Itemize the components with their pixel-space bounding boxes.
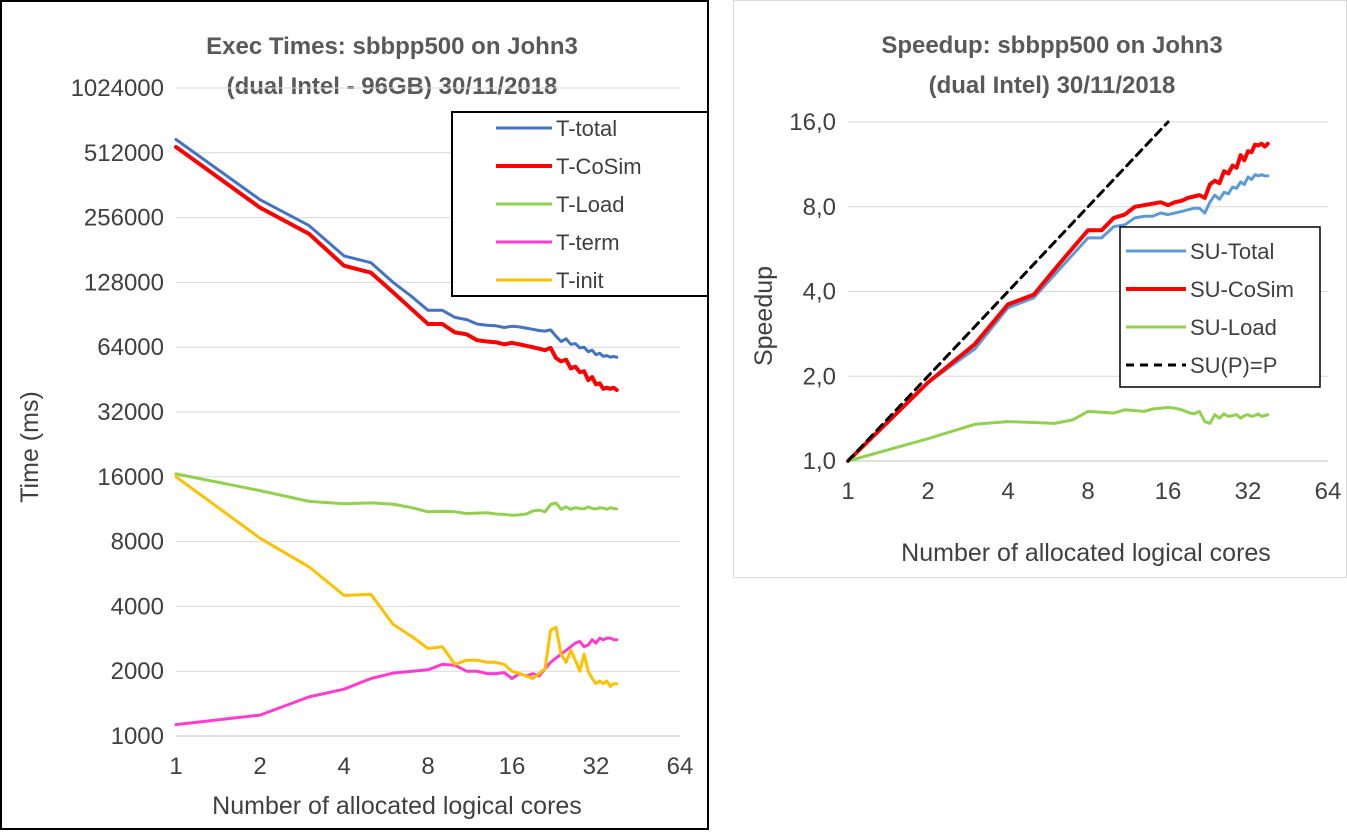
speedup-chart: Speedup: sbbpp500 on John3 (dual Intel) … [750,32,1341,567]
series-line-su-load [846,405,1270,463]
y-tick-label: 8000 [111,529,164,556]
series-line-t-cosim [174,145,619,392]
x-tick-label: 1 [841,478,854,505]
x-tick-label: 8 [1081,478,1094,505]
legend: T-total T-CoSim T-Load T-term T-init [451,111,711,297]
series-lines [846,120,1270,463]
legend-label-t-init: T-init [556,268,604,293]
y-tick-label: 4000 [111,593,164,620]
series-line-t-init [174,475,619,688]
axes: 1000 2000 4000 8000 16000 32000 64000 128000 256… [71,75,694,780]
chart-title-line1: Exec Times: sbbpp500 on John3 [206,33,578,60]
y-tick-label: 32000 [97,399,164,426]
series-lines [174,138,619,727]
y-tick-label: 512000 [84,140,164,167]
series-line-su-total [846,173,1270,463]
y-tick-label: 1000 [111,723,164,750]
chart-title-line2: (dual Intel) 30/11/2018 [929,72,1176,99]
legend-label-su-cosim: SU-CoSim [1190,277,1294,302]
y-tick-label: 128000 [84,269,164,296]
legend-label-t-term: T-term [556,230,620,255]
series-line-su-p-p [846,120,1170,463]
x-tick-label: 4 [1001,478,1014,505]
series-line-su-cosim [846,141,1270,463]
legend: SU-Total SU-CoSim SU-Load SU(P)=P [1119,226,1321,388]
y-tick-label: 8,0 [803,194,836,221]
y-tick-label: 64000 [97,334,164,361]
x-tick-label: 1 [169,753,182,780]
chart-title-line1: Speedup: sbbpp500 on John3 [881,32,1222,59]
y-tick-label: 256000 [84,205,164,232]
speedup-chart-panel: Speedup: sbbpp500 on John3 (dual Intel) … [733,0,1347,578]
legend-label-su-total: SU-Total [1190,239,1274,264]
series-line-t-term [174,636,619,727]
x-tick-label: 2 [253,753,266,780]
x-tick-label: 16 [1155,478,1182,505]
x-tick-label: 16 [499,753,526,780]
exec-times-chart: Exec Times: sbbpp500 on John3 (dual Inte… [16,33,711,820]
chart-title-line2: (dual Intel - 96GB) 30/11/2018 [227,73,558,100]
legend-label-su-p-p: SU(P)=P [1190,353,1277,378]
series-line-t-total [174,138,619,359]
y-axis-label: Time (ms) [16,391,44,503]
x-axis-label: Number of allocated logical cores [212,792,582,820]
x-tick-label: 2 [921,478,934,505]
x-tick-label: 4 [337,753,350,780]
y-tick-label: 16000 [97,464,164,491]
y-tick-label: 16,0 [789,109,836,136]
legend-label-t-cosim: T-CoSim [556,154,642,179]
y-tick-label: 2000 [111,658,164,685]
y-tick-label: 2,0 [803,363,836,390]
y-tick-label: 1024000 [71,75,164,102]
x-tick-label: 32 [583,753,610,780]
y-axis-label: Speedup [750,266,778,366]
y-tick-label: 4,0 [803,279,836,306]
legend-label-su-load: SU-Load [1190,315,1277,340]
x-axis-label: Number of allocated logical cores [901,539,1271,567]
x-tick-label: 32 [1235,478,1262,505]
legend-box [1119,226,1321,388]
x-tick-label: 64 [667,753,694,780]
axes: 1,0 2,0 4,0 8,0 16,0 1 2 4 8 16 32 64 [789,109,1341,505]
x-tick-label: 8 [421,753,434,780]
y-tick-label: 1,0 [803,448,836,475]
x-tick-label: 64 [1315,478,1342,505]
legend-label-t-load: T-Load [556,192,625,217]
exec-times-chart-panel: Exec Times: sbbpp500 on John3 (dual Inte… [0,0,711,830]
series-line-t-load [174,472,619,517]
legend-label-t-total: T-total [556,116,617,141]
